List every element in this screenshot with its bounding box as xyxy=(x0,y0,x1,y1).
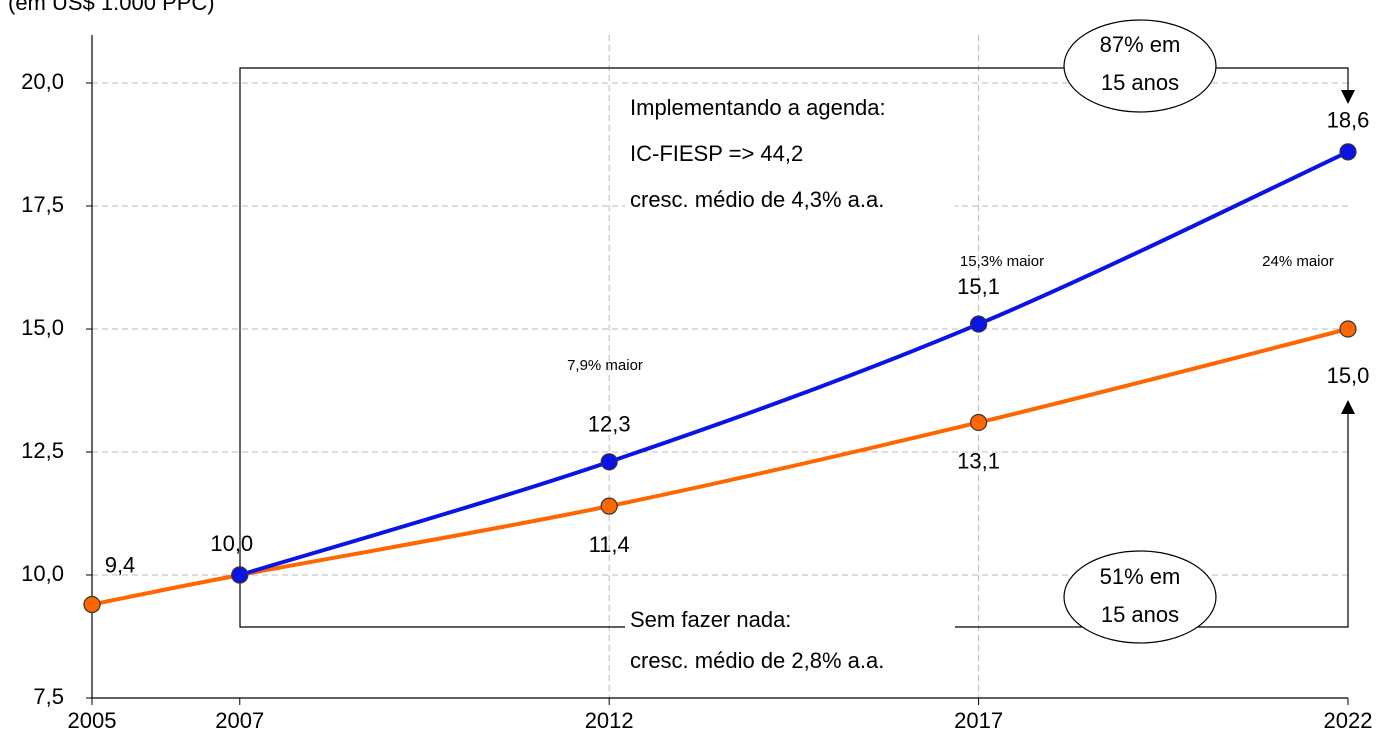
annotation: 15 anos xyxy=(1101,602,1179,627)
text-box xyxy=(625,605,955,683)
arrow-head xyxy=(1341,400,1355,414)
y-tick-label: 20,0 xyxy=(21,69,64,94)
annotation: IC-FIESP => 44,2 xyxy=(630,141,803,166)
data-point xyxy=(969,315,988,333)
data-label: 10,0 xyxy=(210,531,253,556)
data-point xyxy=(1339,143,1357,161)
annotation: 24% maior xyxy=(1262,253,1334,270)
data-point xyxy=(231,566,249,584)
annotation: 7,9% maior xyxy=(567,357,643,374)
annotation: 15,3% maior xyxy=(960,253,1044,270)
data-label: 15,1 xyxy=(957,274,1000,299)
data-point xyxy=(600,497,618,515)
annotation: cresc. médio de 4,3% a.a. xyxy=(630,187,884,212)
callout-ellipse xyxy=(1063,550,1217,644)
data-label: 11,4 xyxy=(589,532,630,557)
y-tick-label: 17,5 xyxy=(21,192,64,217)
y-tick-label: 12,5 xyxy=(21,438,64,463)
y-tick-label: 7,5 xyxy=(33,684,64,709)
x-tick-label: 2012 xyxy=(585,708,634,733)
data-label: 9,4 xyxy=(105,552,136,577)
annotation: Implementando a agenda: xyxy=(630,95,886,120)
connector xyxy=(239,67,1349,575)
annotation: 51% em xyxy=(1100,564,1181,589)
callout-ellipse xyxy=(1063,19,1217,113)
data-point xyxy=(600,453,618,471)
annotation: 87% em xyxy=(1100,32,1181,57)
data-point xyxy=(1339,320,1357,338)
x-tick-label: 2005 xyxy=(68,708,117,733)
y-tick-label: 15,0 xyxy=(21,315,64,340)
data-label: 12,3 xyxy=(588,412,631,437)
grid xyxy=(92,35,1348,698)
chart-subtitle: (em US$ 1.000 PPC) xyxy=(8,0,215,15)
data-point xyxy=(969,413,988,432)
data-point xyxy=(83,595,101,614)
x-tick-label: 2017 xyxy=(954,708,1003,733)
x-tick-label: 2007 xyxy=(215,708,264,733)
annotation: cresc. médio de 2,8% a.a. xyxy=(630,648,884,673)
annotation: 15 anos xyxy=(1101,70,1179,95)
data-label: 13,1 xyxy=(957,448,1000,473)
series-line xyxy=(91,327,1349,607)
annotation: Sem fazer nada: xyxy=(630,607,791,632)
data-label: 15,0 xyxy=(1327,363,1370,388)
series-line xyxy=(239,150,1349,577)
arrow-head xyxy=(1341,90,1355,104)
data-label: 18,6 xyxy=(1327,108,1370,133)
x-tick-label: 2022 xyxy=(1324,708,1373,733)
text-box xyxy=(625,90,955,220)
y-tick-label: 10,0 xyxy=(21,561,64,586)
